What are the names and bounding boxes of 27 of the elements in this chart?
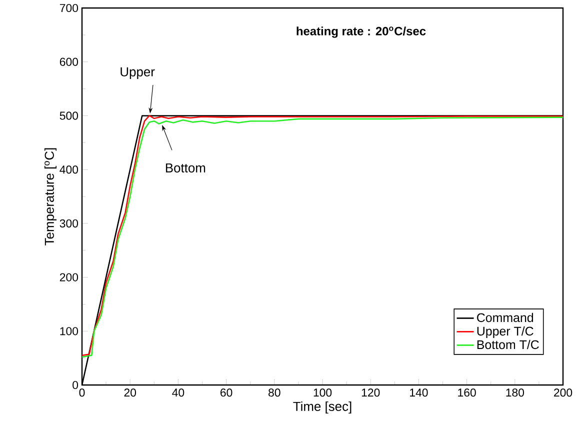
y-axis-title: Temperature [$^{o}$C] (44, 148, 57, 246)
legend-label: Command (477, 312, 534, 322)
x-tick-label: 20 (124, 388, 136, 397)
y-tick-label: 400 (60, 166, 78, 174)
y-tick-label: 700 (60, 4, 78, 12)
x-tick-label: 100 (314, 388, 332, 397)
x-tick-label: 140 (410, 388, 428, 397)
y-tick-label: 600 (60, 58, 78, 66)
x-tick-label: 0 (79, 388, 85, 397)
annotation: Bottom (166, 163, 206, 172)
text: heating rate : 20$^{o}$C/sec (296, 26, 426, 38)
legend-label: Bottom T/C (477, 340, 539, 350)
y-tick-label: 300 (60, 219, 78, 228)
x-tick-label: 200 (554, 388, 572, 397)
legend-label: Upper T/C (477, 326, 534, 338)
x-tick-label: 80 (268, 388, 280, 397)
y-tick-label: 100 (60, 327, 78, 336)
x-axis-title: Time [sec] (293, 401, 352, 414)
x-tick-label: 40 (172, 388, 184, 397)
annotation: Upper (120, 67, 155, 79)
y-tick-label: 0 (72, 380, 78, 390)
y-tick-label: 500 (60, 112, 78, 120)
x-tick-label: 60 (220, 388, 232, 397)
x-tick-label: 120 (362, 388, 380, 397)
x-tick-label: 160 (458, 388, 476, 397)
x-tick-label: 180 (506, 388, 524, 397)
y-tick-label: 200 (60, 273, 78, 282)
